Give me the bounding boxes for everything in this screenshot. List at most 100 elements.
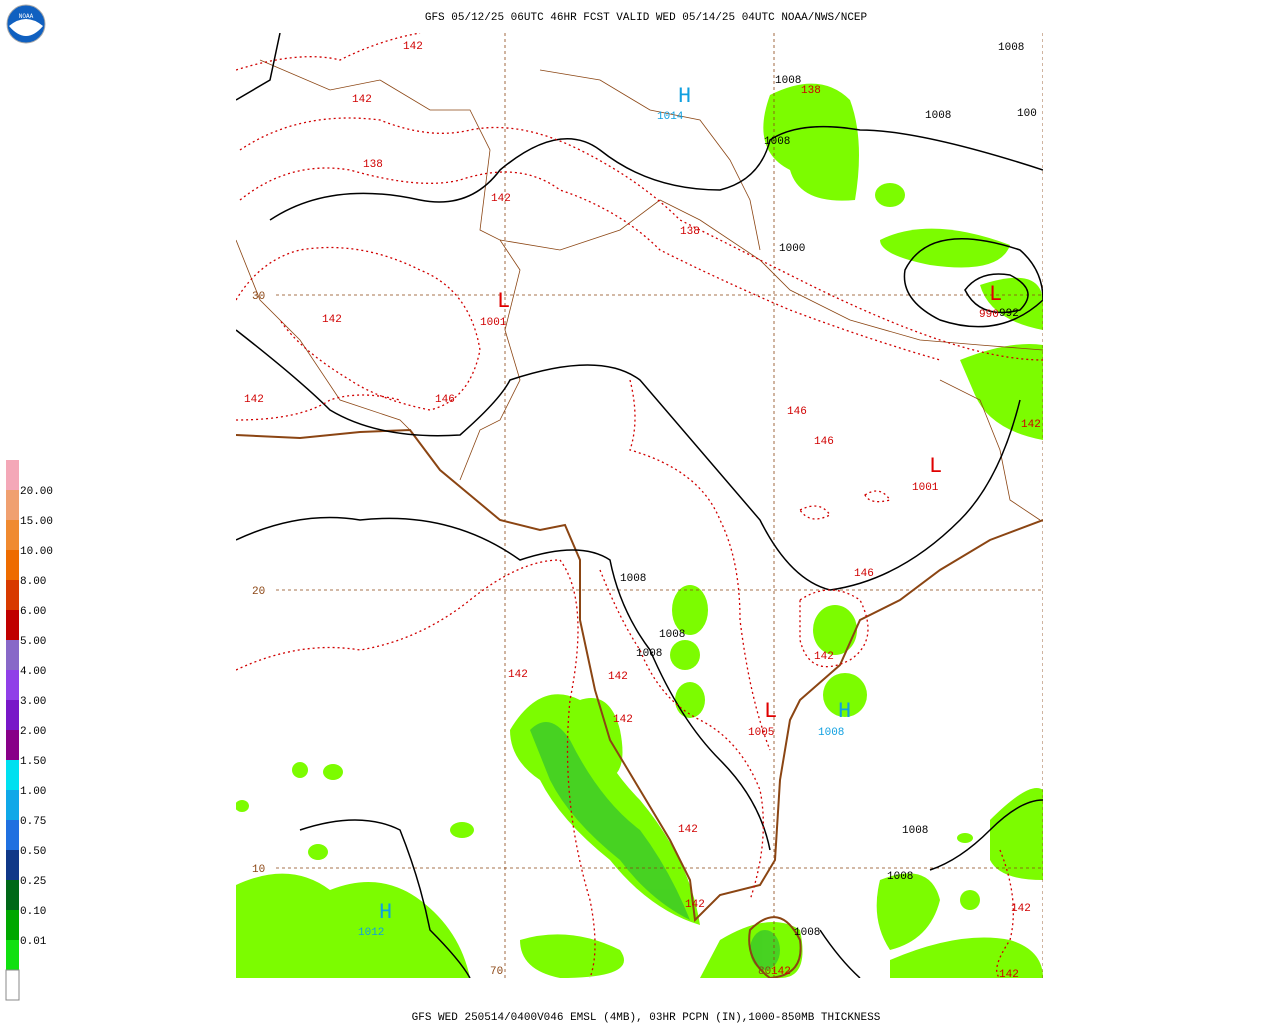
legend-label: 8.00 (20, 576, 46, 588)
legend-label: 1.50 (20, 756, 46, 768)
lon-label: 70 (490, 966, 503, 978)
thickness-label: 146 (854, 568, 874, 580)
legend-label: 0.75 (20, 816, 46, 828)
center-pressure: 1014 (657, 111, 684, 123)
thickness-label: 142 (244, 394, 264, 406)
isobar-label: 1008 (794, 927, 820, 939)
thickness-label: 142 (322, 314, 342, 326)
center-pressure: 990 (979, 309, 999, 321)
thickness-label: 142 (771, 966, 791, 978)
legend-label: 2.00 (20, 726, 46, 738)
thickness-label: 146 (814, 436, 834, 448)
center-symbol: H (678, 84, 691, 109)
legend-swatch (6, 550, 19, 580)
thickness-label: 142 (608, 671, 628, 683)
coastline (236, 59, 1043, 978)
center-pressure: 1001 (480, 317, 507, 329)
legend-swatch (6, 850, 19, 880)
thickness-label: 142 (352, 94, 372, 106)
legend-label: 20.00 (20, 486, 53, 498)
thickness-label: 142 (613, 714, 633, 726)
map: 30 20 10 70 80 H 1014 L 1001 L 990 L 100… (236, 33, 1043, 981)
thickness-label: 146 (435, 394, 455, 406)
thickness-label: 142 (814, 651, 834, 663)
legend-swatch (6, 880, 19, 910)
isobar-label: 1008 (998, 42, 1024, 54)
lat-label: 20 (252, 586, 265, 598)
legend-label: 0.01 (20, 936, 47, 948)
legend-swatch (6, 820, 19, 850)
isobar-label: 1008 (925, 110, 951, 122)
legend-swatch (6, 640, 19, 670)
legend-label: 0.10 (20, 906, 46, 918)
graticule (276, 33, 1043, 978)
legend-swatch (6, 700, 19, 730)
logo-gull (9, 19, 43, 36)
thickness-label: 138 (363, 159, 383, 171)
isobar-label: 1000 (779, 243, 805, 255)
legend-swatch (6, 910, 19, 940)
center-pressure: 1008 (818, 727, 844, 739)
isobar-label: 1008 (620, 573, 646, 585)
legend-swatch (6, 670, 19, 700)
legend-swatch (6, 490, 19, 520)
thickness-label: 146 (787, 406, 807, 418)
thickness-label: 142 (678, 824, 698, 836)
precip-heavy (530, 722, 780, 970)
center-symbol: L (989, 282, 1002, 307)
thickness-label: 138 (801, 85, 821, 97)
legend-label: 0.25 (20, 876, 46, 888)
thickness-label: 142 (1021, 419, 1041, 431)
legend-swatch (6, 580, 19, 610)
isobar-label: 1008 (764, 136, 790, 148)
center-pressure: 1005 (748, 727, 774, 739)
isobar-label: 1008 (659, 629, 685, 641)
isobar-label: 1008 (775, 75, 801, 87)
legend-label: 1.00 (20, 786, 46, 798)
thickness-label: 142 (508, 669, 528, 681)
isobar-label: 992 (999, 308, 1019, 320)
legend: 20.00 15.00 10.00 8.00 6.00 5.00 4.00 3.00 2.00 1… (5, 460, 53, 1001)
isobar-label: 1008 (636, 648, 662, 660)
thickness-label: 142 (1011, 903, 1031, 915)
lat-label: 30 (252, 291, 265, 303)
isobars (236, 33, 1043, 978)
isobar-label: 1008 (887, 871, 913, 883)
legend-swatch (6, 460, 19, 490)
footer: GFS WED 250514/0400V046 EMSL (4MB), 03HR… (412, 1012, 881, 1024)
thickness-label: 138 (680, 226, 700, 238)
isobar-label: 100 (1017, 108, 1037, 120)
logo-text: NOAA (19, 13, 34, 20)
legend-label: 5.00 (20, 636, 46, 648)
center-symbol: H (838, 699, 851, 724)
legend-swatch (6, 610, 19, 640)
thickness (236, 33, 1043, 978)
legend-label: 4.00 (20, 666, 46, 678)
center-symbol: L (764, 699, 777, 724)
legend-swatch (6, 520, 19, 550)
legend-label: 15.00 (20, 516, 53, 528)
center-pressure: 1012 (358, 927, 384, 939)
legend-swatch (6, 940, 19, 970)
lat-label: 10 (252, 864, 265, 876)
title: GFS 05/12/25 06UTC 46HR FCST VALID WED 0… (425, 12, 868, 24)
center-symbol: L (497, 289, 510, 314)
center-pressure: 1001 (912, 482, 939, 494)
legend-swatch (6, 790, 19, 820)
legend-label: 3.00 (20, 696, 46, 708)
legend-swatch (6, 760, 19, 790)
legend-label: 6.00 (20, 606, 46, 618)
legend-label: 0.50 (20, 846, 46, 858)
legend-label: 10.00 (20, 546, 53, 558)
isobar-labels: 1008 1008 1008 100 1008 1000 992 1008 1008 1008 10… (620, 42, 1037, 939)
thickness-label: 142 (403, 41, 423, 53)
thickness-label: 142 (685, 899, 705, 911)
thickness-label: 142 (491, 193, 511, 205)
center-symbol: H (379, 900, 392, 925)
legend-swatch (5, 969, 20, 1001)
lon-label: 80 (758, 966, 771, 978)
thickness-label: 142 (999, 969, 1019, 981)
center-symbol: L (929, 454, 942, 479)
